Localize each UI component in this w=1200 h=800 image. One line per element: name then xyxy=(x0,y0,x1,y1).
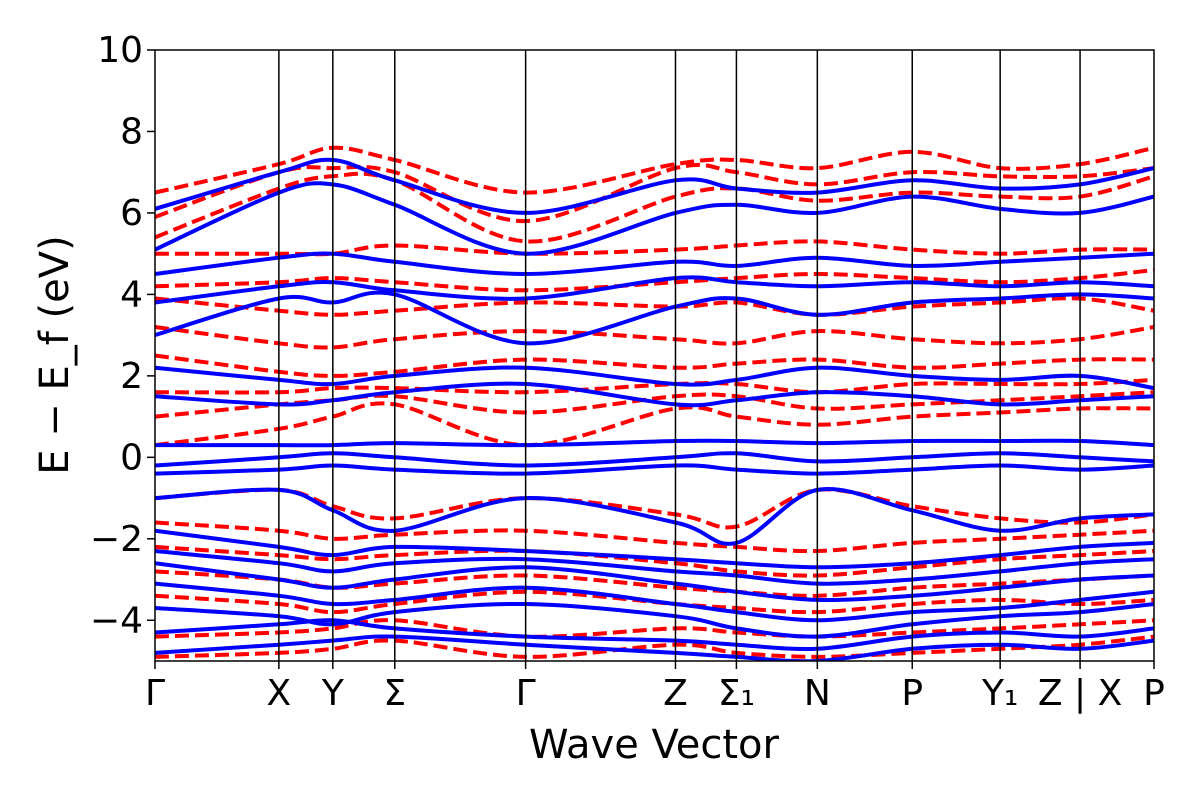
y-tick-label-3: 0 xyxy=(120,437,143,478)
x-tick-label-11: Z | X xyxy=(1038,673,1122,714)
plot-frame xyxy=(154,49,1155,662)
y-axis-label: E − E_f (eV) xyxy=(32,235,78,474)
x-tick-label-8: N xyxy=(804,673,831,714)
x-tick-label-9: P xyxy=(901,673,923,714)
dashed-band-line-17 xyxy=(155,162,1154,224)
y-tick-label-7: 8 xyxy=(120,111,143,152)
y-axis: −4 −2 0 2 4 6 8 10 xyxy=(90,30,155,641)
x-tick-label-3: Y xyxy=(321,673,345,714)
x-tick-label-5: Γ xyxy=(516,673,536,714)
x-tick-label-1: Γ xyxy=(145,673,165,714)
x-tick-label-10: Y₁ xyxy=(981,673,1018,714)
y-tick-label-6: 6 xyxy=(120,193,143,234)
y-tick-label-8: 10 xyxy=(97,30,143,71)
y-tick-label-2: −2 xyxy=(90,519,143,560)
x-axis-label: Wave Vector xyxy=(529,722,780,768)
y-tick-label-4: 2 xyxy=(120,356,143,397)
x-tick-label-6: Z xyxy=(663,673,688,714)
x-tick-label-2: X xyxy=(267,673,292,714)
x-tick-label-7: Σ₁ xyxy=(718,673,755,714)
x-tick-label-4: Σ xyxy=(383,673,406,714)
x-tick-label-12: P xyxy=(1143,673,1165,714)
x-axis: Γ X Y Σ Γ Z Σ₁ N P Y₁ Z | X P xyxy=(145,661,1165,714)
y-tick-label-1: −4 xyxy=(90,600,143,641)
high-symmetry-lines xyxy=(278,50,1081,661)
y-tick-label-5: 4 xyxy=(120,274,143,315)
